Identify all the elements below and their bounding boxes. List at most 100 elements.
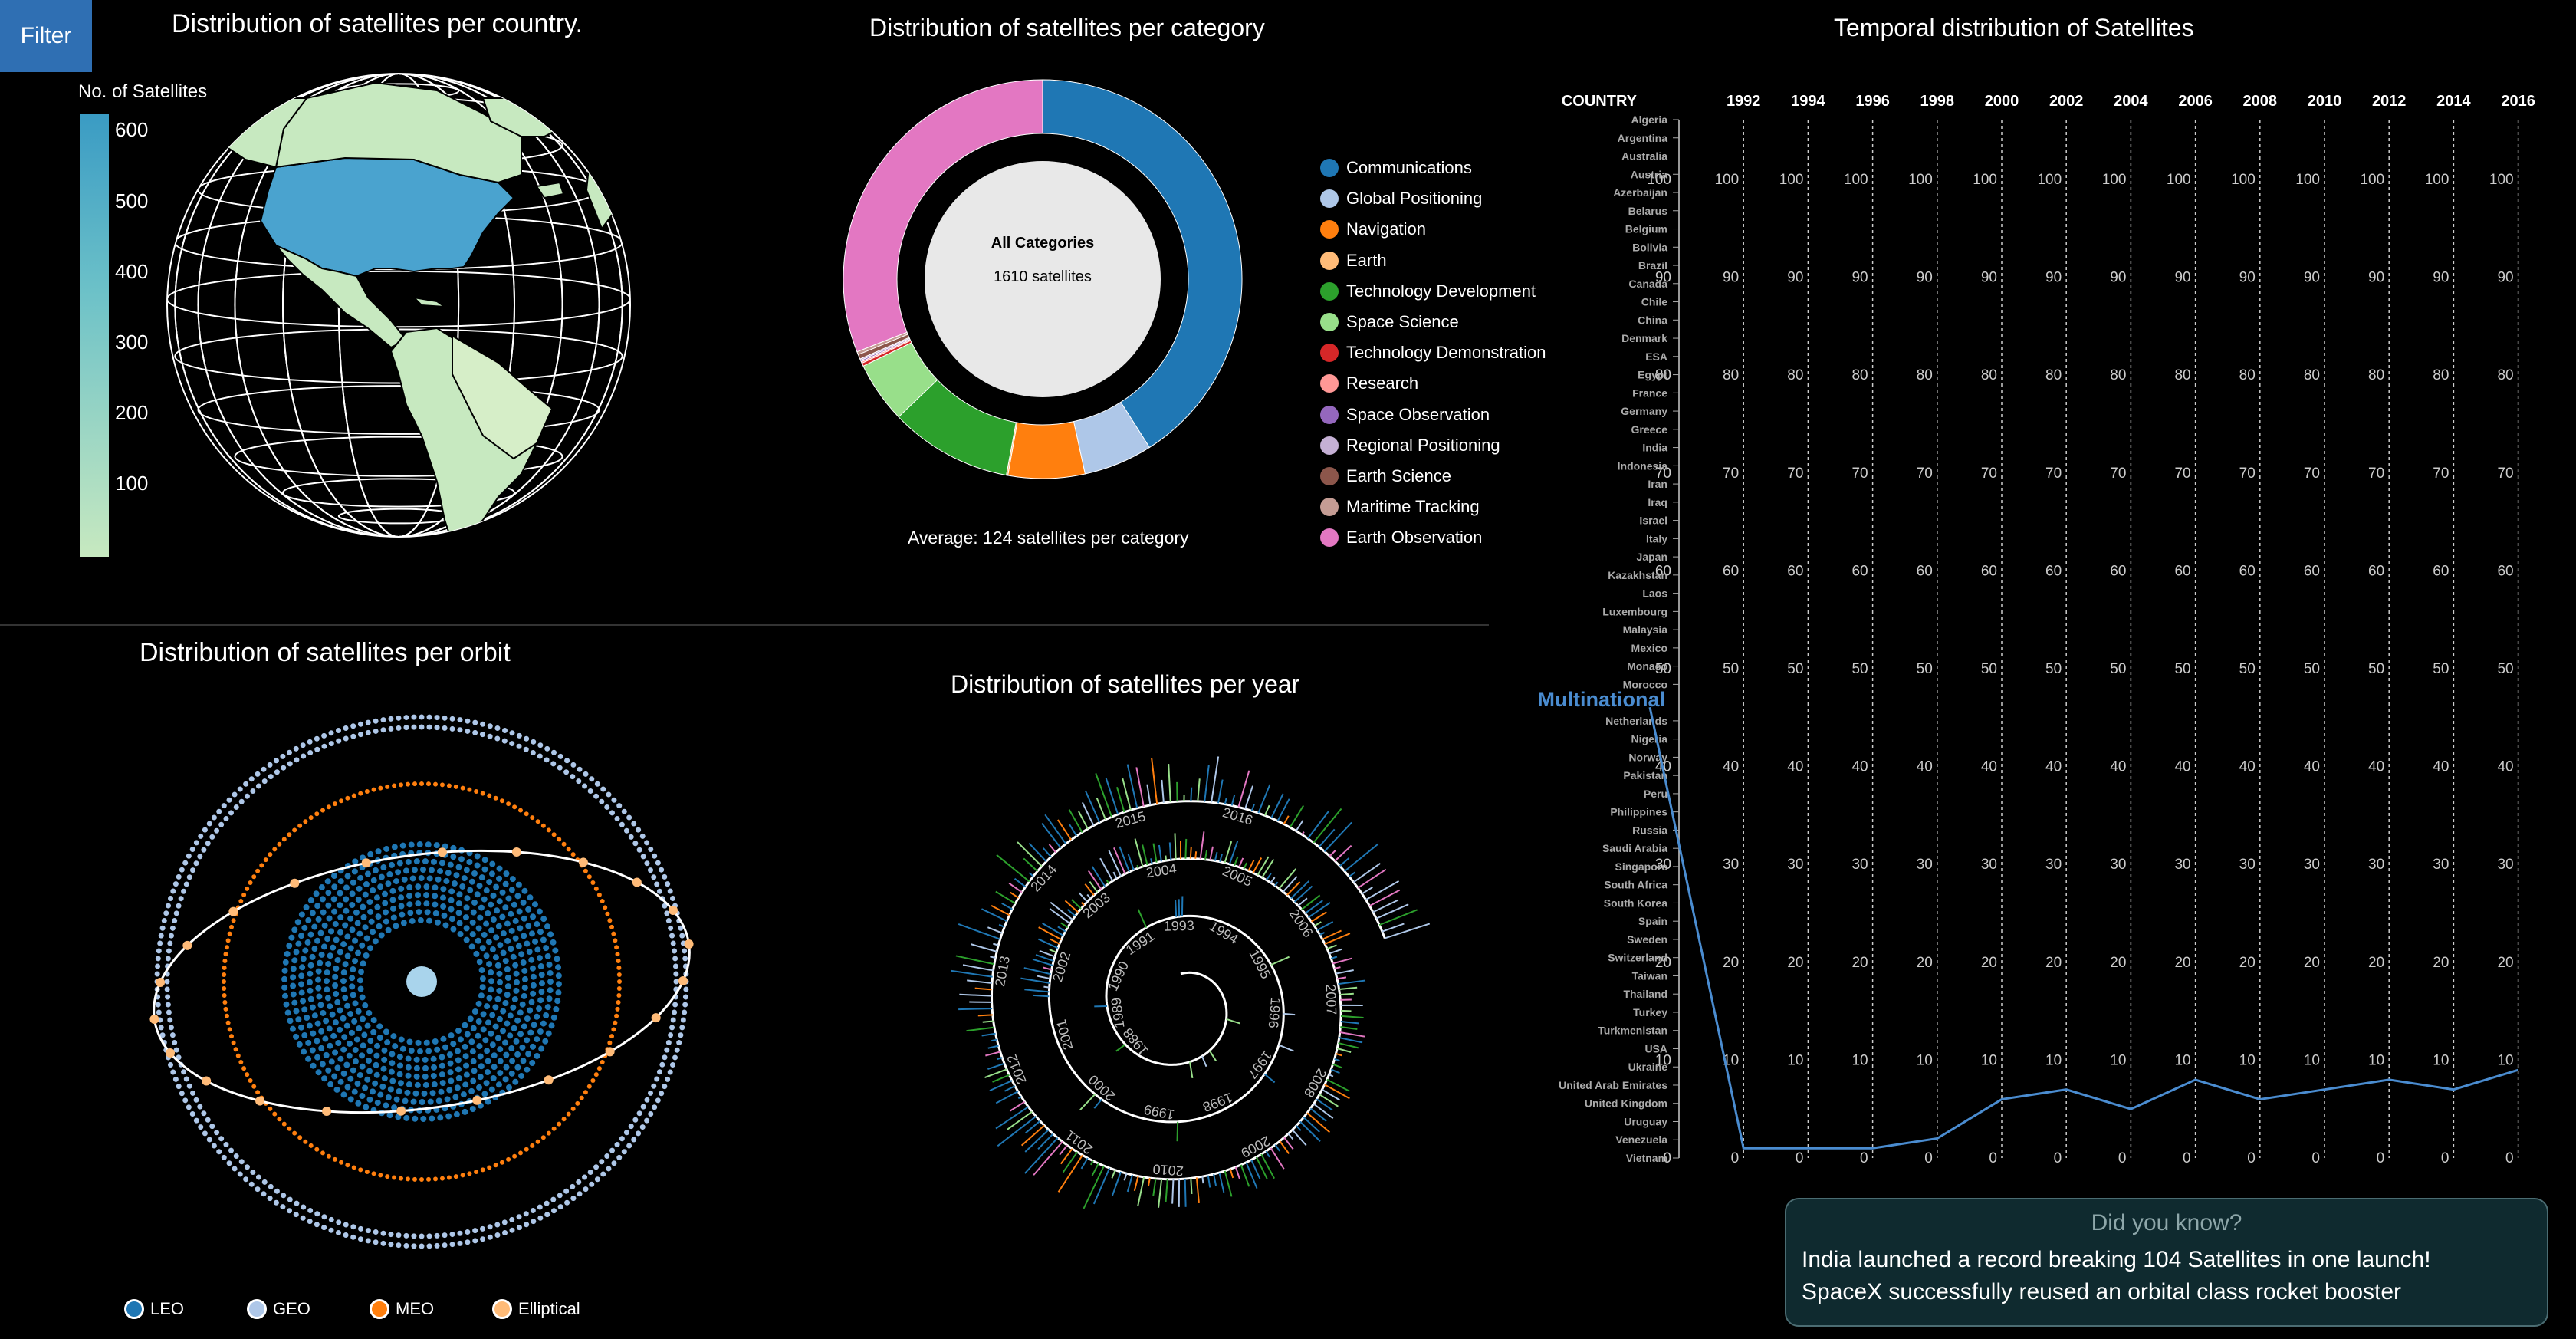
- legend-item[interactable]: Space Science: [1320, 312, 1459, 332]
- country-label[interactable]: Algeria: [1631, 114, 1668, 126]
- elliptical-satellite: [472, 1096, 481, 1105]
- legend-item[interactable]: Earth Science: [1320, 466, 1451, 486]
- orbit-legend-geo[interactable]: GEO: [247, 1299, 310, 1319]
- globe[interactable]: [161, 67, 636, 543]
- country-label[interactable]: Belarus: [1628, 205, 1668, 217]
- legend-item[interactable]: Maritime Tracking: [1320, 497, 1480, 517]
- country-label[interactable]: Peru: [1644, 788, 1668, 800]
- year-bar: [1082, 903, 1084, 906]
- geo-satellite: [287, 750, 292, 755]
- legend-item[interactable]: Earth Observation: [1320, 528, 1482, 548]
- country-label[interactable]: Turkey: [1633, 1006, 1668, 1018]
- country-label[interactable]: Belgium: [1625, 223, 1668, 235]
- country-label[interactable]: Monaco: [1627, 660, 1668, 673]
- leo-satellite: [449, 906, 455, 913]
- country-label[interactable]: Philippines: [1610, 806, 1668, 818]
- country-label[interactable]: Spain: [1638, 915, 1668, 927]
- leo-satellite: [546, 1031, 552, 1037]
- country-label[interactable]: Laos: [1642, 587, 1668, 600]
- country-label[interactable]: China: [1638, 314, 1668, 326]
- meo-satellite: [339, 1160, 343, 1165]
- leo-satellite: [340, 978, 347, 984]
- country-label[interactable]: Iraq: [1648, 496, 1668, 508]
- country-label[interactable]: Egypt: [1638, 369, 1668, 381]
- meo-satellite: [594, 887, 599, 891]
- country-label[interactable]: Argentina: [1618, 132, 1668, 144]
- country-label[interactable]: Saudi Arabia: [1602, 842, 1668, 854]
- orbit-chart[interactable]: [146, 706, 698, 1258]
- legend-item[interactable]: Space Observation: [1320, 405, 1490, 425]
- country-label[interactable]: Japan: [1637, 551, 1668, 563]
- geo-satellite: [537, 754, 543, 759]
- country-label[interactable]: Thailand: [1623, 988, 1668, 1000]
- legend-item[interactable]: Earth: [1320, 251, 1387, 271]
- year-bar: [1106, 778, 1119, 814]
- country-label[interactable]: Switzerland: [1608, 952, 1668, 964]
- country-label[interactable]: France: [1632, 387, 1668, 399]
- country-label[interactable]: Vietnam: [1626, 1152, 1668, 1164]
- country-label[interactable]: South Africa: [1604, 879, 1668, 891]
- country-label[interactable]: Uruguay: [1624, 1115, 1668, 1127]
- country-label[interactable]: India: [1642, 442, 1668, 454]
- country-label[interactable]: Chile: [1641, 296, 1668, 308]
- country-label[interactable]: Ukraine: [1628, 1061, 1668, 1073]
- legend-item[interactable]: Communications: [1320, 158, 1472, 178]
- year-label: 1996: [1266, 997, 1283, 1029]
- country-label[interactable]: Germany: [1621, 405, 1668, 417]
- country-label[interactable]: Australia: [1622, 150, 1668, 163]
- orbit-legend-elliptical[interactable]: Elliptical: [492, 1299, 580, 1319]
- country-label[interactable]: Indonesia: [1618, 459, 1668, 472]
- leo-satellite: [360, 904, 366, 910]
- country-label[interactable]: Bolivia: [1632, 241, 1668, 253]
- country-label[interactable]: Malaysia: [1623, 623, 1668, 636]
- legend-item[interactable]: Research: [1320, 373, 1418, 393]
- country-label[interactable]: Denmark: [1622, 332, 1668, 344]
- orbit-legend-leo[interactable]: LEO: [124, 1299, 184, 1319]
- meo-satellite: [378, 1173, 383, 1177]
- country-label[interactable]: ESA: [1645, 350, 1668, 363]
- country-label[interactable]: Taiwan: [1632, 969, 1668, 982]
- filter-button[interactable]: Filter: [0, 0, 92, 72]
- leo-satellite: [454, 1111, 460, 1117]
- leo-satellite: [406, 884, 412, 890]
- geo-satellite: [624, 828, 629, 834]
- country-label[interactable]: Israel: [1639, 515, 1668, 527]
- country-label[interactable]: Azerbaijan: [1613, 186, 1668, 199]
- country-label[interactable]: Venezuela: [1615, 1133, 1668, 1146]
- country-label[interactable]: Mexico: [1631, 642, 1668, 654]
- leo-satellite: [291, 1000, 297, 1006]
- country-label[interactable]: Turkmenistan: [1598, 1025, 1668, 1037]
- y-tick-label: 50: [2433, 661, 2449, 677]
- country-label[interactable]: Nigeria: [1631, 733, 1668, 745]
- country-label[interactable]: Luxembourg: [1602, 605, 1668, 617]
- country-label[interactable]: Netherlands: [1605, 715, 1668, 727]
- country-label[interactable]: South Korea: [1604, 897, 1668, 909]
- year-bar: [1142, 845, 1147, 865]
- country-label[interactable]: Iran: [1648, 478, 1668, 490]
- country-label[interactable]: Canada: [1628, 278, 1668, 290]
- legend-item[interactable]: Navigation: [1320, 219, 1426, 239]
- country-label[interactable]: USA: [1644, 1042, 1668, 1054]
- temporal-chart[interactable]: COUNTRY 199201020304050607080901001994010…: [1503, 77, 2576, 1181]
- country-label[interactable]: United Kingdom: [1585, 1097, 1668, 1110]
- leo-satellite: [337, 902, 343, 908]
- country-label[interactable]: Multinational: [1538, 688, 1665, 711]
- meo-satellite: [597, 1066, 602, 1071]
- legend-item[interactable]: Global Positioning: [1320, 189, 1482, 209]
- year-spiral-chart[interactable]: 19881989199019911993 19941995199619971998…: [882, 736, 1480, 1288]
- country-label[interactable]: United Arab Emirates: [1559, 1079, 1668, 1091]
- country-label[interactable]: Sweden: [1627, 933, 1668, 946]
- country-label[interactable]: Greece: [1631, 423, 1668, 436]
- donut-slice[interactable]: [1008, 422, 1086, 479]
- country-label[interactable]: Singapore: [1615, 860, 1668, 873]
- country-label[interactable]: Kazakhstan: [1608, 569, 1668, 581]
- leo-satellite: [498, 1058, 504, 1064]
- country-label[interactable]: Italy: [1646, 532, 1668, 544]
- legend-item[interactable]: Regional Positioning: [1320, 436, 1500, 456]
- country-label[interactable]: Austria: [1631, 168, 1668, 180]
- country-label[interactable]: Russia: [1632, 824, 1668, 836]
- orbit-legend-meo[interactable]: MEO: [370, 1299, 434, 1319]
- country-label[interactable]: Pakistan: [1623, 769, 1668, 781]
- leo-satellite: [522, 985, 528, 991]
- country-label[interactable]: Brazil: [1638, 259, 1668, 271]
